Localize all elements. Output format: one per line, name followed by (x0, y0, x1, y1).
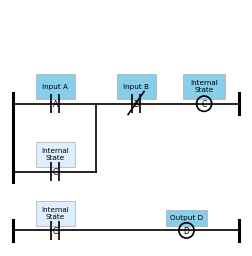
Text: Internal
State: Internal State (190, 80, 218, 93)
Text: Internal
State: Internal State (42, 207, 69, 220)
FancyBboxPatch shape (183, 74, 225, 99)
FancyBboxPatch shape (116, 74, 156, 99)
FancyBboxPatch shape (36, 201, 75, 226)
Text: C: C (202, 100, 207, 109)
Text: Input B: Input B (123, 84, 149, 90)
Text: C: C (53, 227, 58, 236)
FancyBboxPatch shape (166, 210, 207, 226)
FancyBboxPatch shape (36, 74, 75, 99)
Text: B: B (134, 100, 139, 109)
Text: C: C (53, 168, 58, 177)
Text: Output D: Output D (170, 215, 203, 221)
Text: Internal
State: Internal State (42, 148, 69, 161)
FancyBboxPatch shape (36, 142, 75, 167)
Text: A: A (53, 100, 58, 109)
Text: D: D (183, 227, 190, 236)
Text: Input A: Input A (42, 84, 69, 90)
